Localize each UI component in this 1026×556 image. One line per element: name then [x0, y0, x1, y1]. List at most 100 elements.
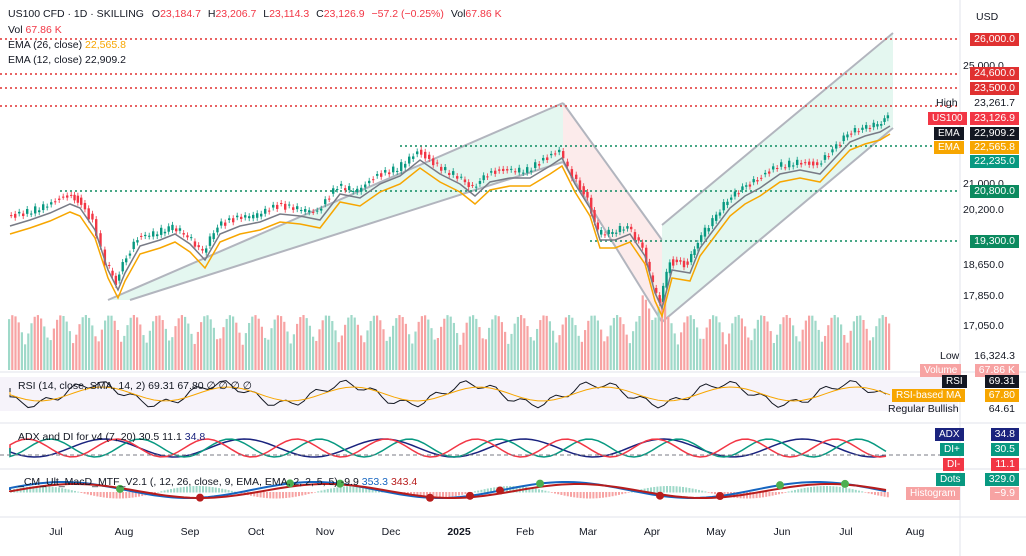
volume-bar	[324, 315, 327, 370]
time-label-aug: Aug	[114, 526, 134, 538]
regular-bullish-tag: 64.61	[984, 403, 1019, 416]
candle-body	[726, 201, 729, 206]
macd-histogram-bar	[662, 486, 665, 493]
macd-histogram-bar	[576, 492, 579, 498]
macd-histogram-bar	[630, 491, 633, 493]
macd-histogram-bar	[762, 492, 764, 498]
candle-body	[205, 248, 208, 253]
candle-body	[332, 188, 335, 194]
macd-histogram-bar	[432, 492, 435, 499]
rsi-ma-line	[9, 386, 891, 402]
macd-histogram-bar	[29, 486, 32, 493]
candle-body	[672, 259, 675, 266]
macd-histogram-bar	[349, 486, 352, 493]
macd-histogram-bar	[131, 492, 134, 498]
candle-body	[482, 175, 485, 181]
macd-histogram-bar	[829, 486, 832, 493]
candle-body	[236, 215, 239, 218]
macd-histogram-bar	[333, 487, 336, 493]
macd-legend[interactable]: _CM_Ult_MacD_MTF_V2.1 (, 12, 26, close, …	[18, 476, 418, 488]
volume-bar	[478, 327, 481, 370]
candle-body	[861, 127, 864, 130]
candle-body	[570, 169, 574, 179]
candle-body	[622, 229, 625, 231]
macd-histogram-bar	[787, 491, 790, 493]
volume-bar	[273, 319, 276, 370]
macd-histogram-bar	[819, 486, 822, 493]
volume-bar	[232, 316, 235, 370]
volume-bar	[334, 330, 337, 370]
candle-body	[182, 233, 185, 235]
candle-body	[392, 166, 395, 173]
candle-body	[304, 209, 307, 212]
volume-bar	[360, 335, 363, 370]
macd-histogram-bar	[227, 490, 230, 493]
volume-bar	[689, 315, 692, 370]
volume-bar	[398, 315, 401, 370]
macd-histogram-bar	[189, 486, 192, 493]
ema26-tag-label: EMA	[934, 141, 964, 154]
volume-bar	[404, 323, 407, 370]
macd-histogram-bar	[118, 492, 121, 499]
volume-bar	[340, 335, 343, 370]
price-tick: 17,850.0	[963, 290, 1004, 302]
volume-bar	[875, 326, 878, 370]
volume-bar	[772, 342, 775, 370]
currency-label[interactable]: USD	[976, 11, 999, 23]
macd-histogram-bar	[208, 486, 211, 493]
volume-bar	[468, 316, 471, 370]
candle-body	[224, 222, 227, 226]
volume-bar	[30, 323, 33, 370]
candle-body	[340, 183, 343, 186]
symbol-name[interactable]: US100 CFD · 1D · SKILLING	[8, 8, 144, 20]
ema12-line	[9, 125, 891, 311]
macd-histogram-bar	[707, 492, 710, 493]
candle-body	[80, 197, 83, 205]
macd-histogram-bar	[86, 492, 89, 495]
volume-bar	[452, 322, 455, 370]
macd-histogram-bar	[611, 492, 614, 497]
volume-bar	[136, 317, 139, 370]
macd-histogram-bar	[230, 490, 233, 493]
rsi-line	[9, 379, 887, 409]
volume-bar	[440, 326, 443, 370]
volume-bar	[8, 319, 11, 370]
volume-value: 67.86 K	[465, 8, 502, 20]
macd-histogram-bar	[310, 492, 313, 494]
macd-histogram-bar	[157, 491, 160, 493]
volume-bar	[612, 317, 615, 370]
macd-histogram-bar	[589, 492, 592, 499]
candle-body	[380, 173, 383, 177]
candle-body	[846, 134, 849, 138]
candle-body	[796, 159, 799, 166]
volume-bar	[542, 315, 545, 370]
macd-histogram-bar	[115, 492, 118, 499]
macd-histogram-bar	[672, 486, 675, 493]
macd-histogram-bar	[870, 492, 873, 495]
rsi-legend[interactable]: RSI (14, close, SMA, 14, 2) 69.31 67.80 …	[18, 380, 252, 392]
candle-body	[428, 154, 431, 159]
candle-body	[478, 181, 482, 184]
candle-body	[562, 151, 565, 159]
volume-bar	[507, 343, 510, 370]
rsi-ma-tag: 67.80	[984, 389, 1019, 402]
time-label-may: May	[706, 526, 726, 538]
macd-histogram-bar	[493, 487, 496, 493]
macd-histogram-bar	[653, 486, 656, 493]
candle-body	[114, 275, 118, 285]
macd-histogram-bar	[192, 486, 195, 493]
volume-bar	[187, 323, 190, 370]
volume-bar	[619, 317, 622, 370]
resistance-23500-tag: 23,500.0	[970, 82, 1019, 95]
adx-legend[interactable]: ADX and DI for v4 (7, 20) 30.5 11.1 34.8	[18, 431, 206, 443]
volume-legend[interactable]: Vol 67.86 K	[8, 24, 62, 36]
candle-body	[348, 186, 351, 191]
ema26-legend[interactable]: EMA (26, close) 22,565.8	[8, 39, 126, 51]
candle-body	[506, 169, 509, 171]
ema12-legend[interactable]: EMA (12, close) 22,909.2	[8, 54, 126, 66]
macd-histogram-bar	[790, 490, 793, 493]
symbol-legend[interactable]: US100 CFD · 1D · SKILLING O23,184.7 H23,…	[8, 8, 502, 20]
candle-body	[300, 210, 303, 212]
candle-body	[526, 167, 529, 173]
